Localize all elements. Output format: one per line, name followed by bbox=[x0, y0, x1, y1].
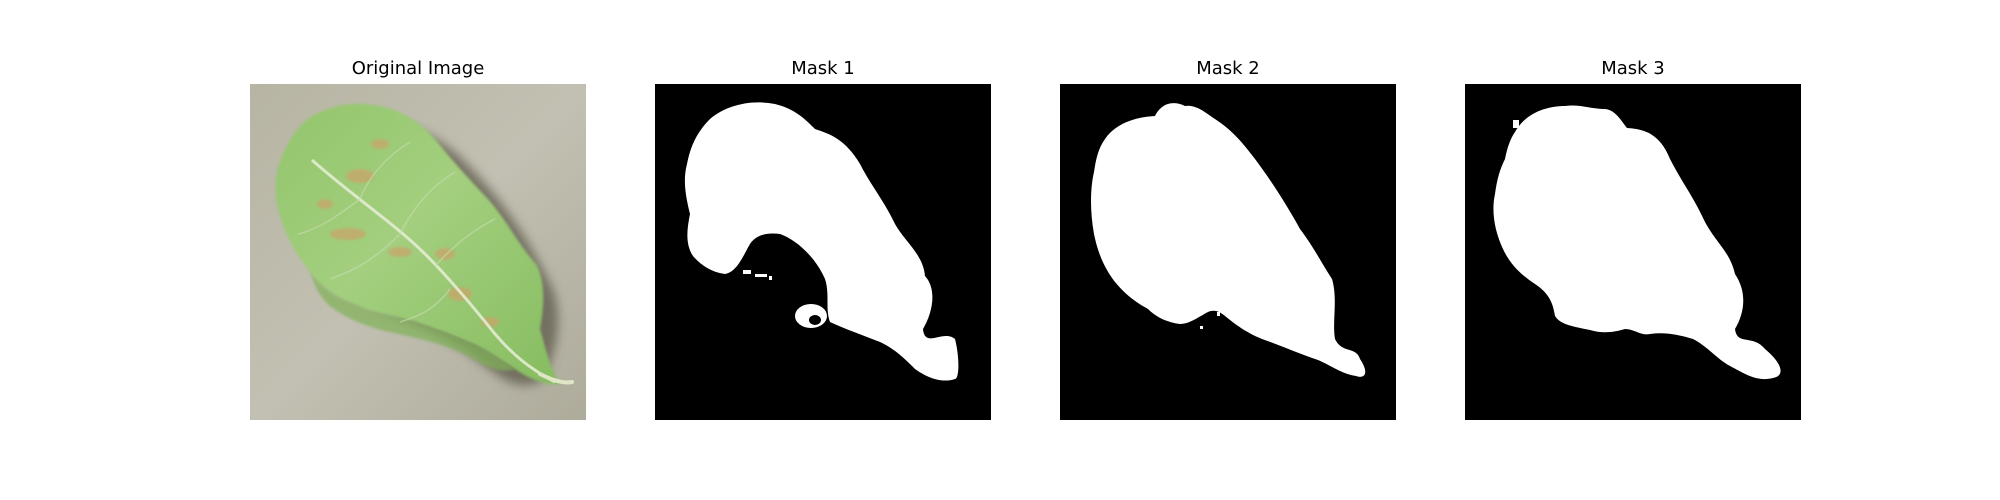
original-image-title: Original Image bbox=[351, 58, 485, 79]
mask-3-title: Mask 3 bbox=[1601, 58, 1665, 79]
mask-2-title: Mask 2 bbox=[1196, 58, 1260, 79]
mask-1-image bbox=[655, 84, 991, 420]
mask-2-image bbox=[1060, 84, 1396, 420]
mask-1-title: Mask 1 bbox=[791, 58, 855, 79]
mask-3-image bbox=[1465, 84, 1801, 420]
leaf-photo bbox=[250, 84, 586, 420]
